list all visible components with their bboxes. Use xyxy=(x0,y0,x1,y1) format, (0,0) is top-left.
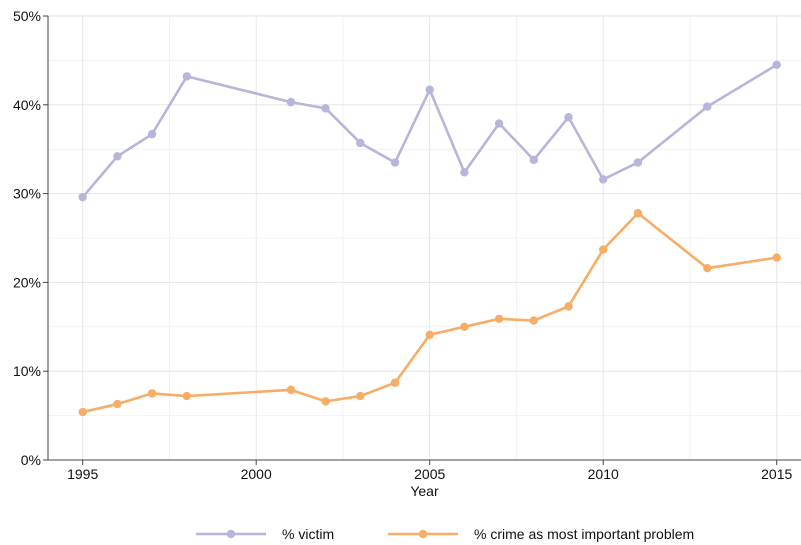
x-tick-label: 2005 xyxy=(414,466,445,482)
data-point xyxy=(356,138,365,148)
data-point xyxy=(286,385,296,395)
data-point xyxy=(703,263,712,273)
series-victim xyxy=(78,60,781,202)
y-tick-label: 10% xyxy=(13,363,41,379)
data-point xyxy=(425,85,434,94)
data-point xyxy=(599,175,608,184)
data-point xyxy=(529,155,539,165)
data-point xyxy=(425,330,434,339)
y-tick-label: 40% xyxy=(13,97,41,113)
data-point xyxy=(321,104,330,113)
y-tick-label: 20% xyxy=(13,274,41,290)
data-point xyxy=(113,399,122,409)
y-tick-label: 50% xyxy=(13,8,41,24)
series-crime-important-problem xyxy=(78,208,781,417)
data-point xyxy=(703,102,712,111)
data-point xyxy=(633,158,643,167)
legend-item: % victim xyxy=(196,526,334,542)
x-tick-label: 2015 xyxy=(761,466,792,482)
series-layer xyxy=(78,60,781,417)
data-point xyxy=(529,316,539,325)
legend-label: % crime as most important problem xyxy=(474,526,694,542)
labels-layer: 0% 10% 20% 30% 40% 50% 1995 2000 2005 2010 2015 xyxy=(13,8,793,482)
data-point xyxy=(599,245,608,254)
data-point xyxy=(321,397,330,406)
data-point xyxy=(356,391,365,401)
data-point xyxy=(772,60,781,70)
data-point xyxy=(494,314,504,324)
grid-layer xyxy=(48,15,801,460)
data-point xyxy=(78,407,87,417)
legend: % victim % crime as most important proble… xyxy=(196,526,694,542)
x-tick-label: 2000 xyxy=(241,466,272,482)
data-point xyxy=(494,119,504,128)
data-point xyxy=(182,72,192,81)
data-point xyxy=(390,378,400,387)
data-point xyxy=(633,208,643,218)
data-point xyxy=(78,192,87,202)
data-point xyxy=(564,302,573,311)
data-point xyxy=(390,158,400,167)
data-point xyxy=(147,389,157,398)
x-tick-label: 1995 xyxy=(67,466,98,482)
data-point xyxy=(460,168,469,177)
legend-swatch-marker xyxy=(226,529,236,539)
data-point xyxy=(772,253,781,262)
data-point xyxy=(564,113,573,122)
data-point xyxy=(113,152,122,161)
data-point xyxy=(147,129,157,139)
data-point xyxy=(286,97,296,107)
data-point xyxy=(460,322,469,331)
legend-item: % crime as most important problem xyxy=(388,526,694,542)
y-tick-label: 0% xyxy=(21,452,41,468)
y-tick-label: 30% xyxy=(13,186,41,202)
legend-swatch-marker xyxy=(418,529,428,539)
data-point xyxy=(182,391,192,401)
x-axis-title: Year xyxy=(410,483,439,499)
legend-label: % victim xyxy=(282,526,334,542)
axes-layer xyxy=(43,15,801,465)
x-tick-label: 2010 xyxy=(588,466,619,482)
